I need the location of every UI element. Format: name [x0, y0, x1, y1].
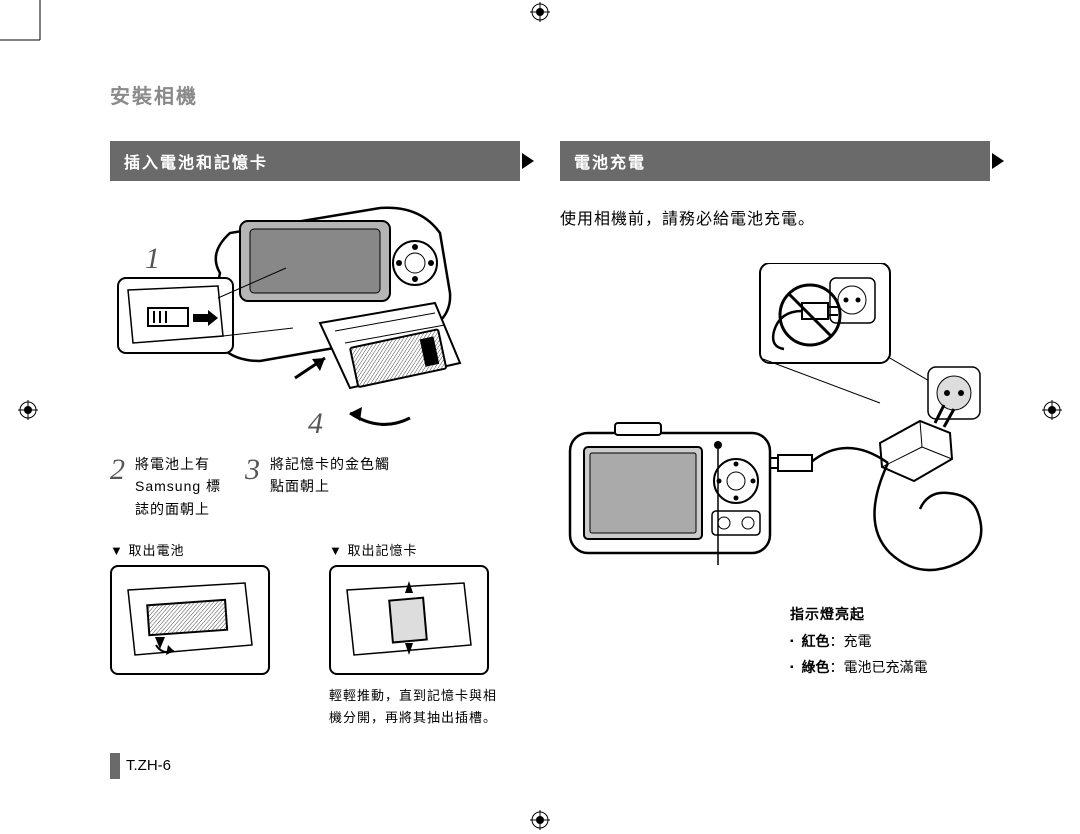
step-3: 3 將記憶卡的金色觸 點面朝上: [245, 453, 390, 520]
remove-battery-illustration: [110, 565, 270, 675]
remove-card-footnote: 輕輕推動，直到記憶卡與相 機分開，再將其抽出插槽。: [329, 685, 520, 729]
camera-open-illustration: 1 4: [110, 193, 470, 443]
charge-lead-text: 使用相機前，請務必給電池充電。: [560, 205, 990, 229]
remove-card: ▼ 取出記憶卡 輕輕推動，直到記憶卡與相 機分開，再將其抽出插槽。: [329, 540, 520, 729]
crop-mark-tl: [0, 0, 60, 60]
remove-card-label: ▼ 取出記憶卡: [329, 540, 520, 559]
section-header-charge: 電池充電: [560, 141, 990, 181]
remove-battery: ▼ 取出電池: [110, 540, 301, 729]
reg-mark-right: [1042, 400, 1062, 420]
section-header-insert: 插入電池和記憶卡: [110, 141, 520, 181]
step-3-number: 3: [245, 453, 260, 487]
step-3-text: 將記憶卡的金色觸 點面朝上: [270, 453, 390, 498]
indicator-block: 指示燈亮起 紅色：充電 綠色：電池已充滿電: [790, 601, 990, 681]
page-number: T.ZH-6: [110, 757, 520, 774]
remove-card-illustration: [329, 565, 489, 675]
step-2: 2 將電池上有 Samsung 標 誌的面朝上: [110, 453, 221, 520]
left-column: 插入電池和記憶卡: [110, 141, 520, 774]
reg-mark-bottom: [530, 810, 550, 830]
remove-battery-label: ▼ 取出電池: [110, 540, 301, 559]
page-title: 安裝相機: [110, 80, 990, 109]
reg-mark-left: [18, 400, 38, 420]
step-1-number: 1: [145, 242, 160, 275]
indicator-red: 紅色：充電: [790, 628, 990, 655]
right-column: 電池充電 使用相機前，請務必給電池充電。: [560, 141, 990, 774]
step-4-number: 4: [308, 407, 323, 440]
charging-illustration: [560, 263, 990, 583]
reg-mark-top: [530, 2, 550, 22]
step-2-number: 2: [110, 453, 125, 487]
indicator-green: 綠色：電池已充滿電: [790, 654, 990, 681]
indicator-header: 指示燈亮起: [790, 601, 990, 628]
step-2-text: 將電池上有 Samsung 標 誌的面朝上: [135, 453, 221, 520]
page-content: 安裝相機 插入電池和記憶卡: [110, 80, 990, 774]
